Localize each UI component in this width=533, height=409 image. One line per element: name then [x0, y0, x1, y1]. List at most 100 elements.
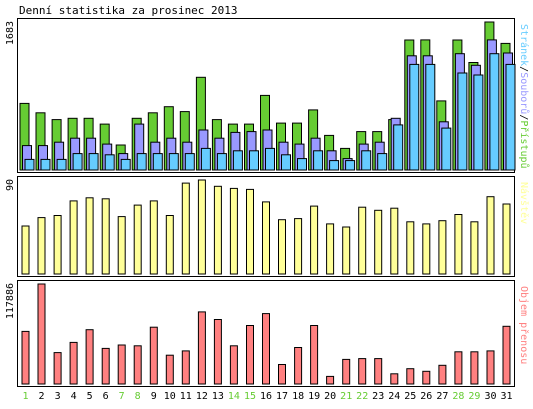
side-label-volume: Objem přenosu [518, 286, 530, 364]
bar-volume-29 [470, 351, 479, 385]
bar-visits-3 [53, 215, 62, 275]
bar-visits-18 [294, 218, 303, 275]
bar-volume-10 [165, 354, 174, 385]
bar-volume-7 [117, 344, 126, 385]
bar-pages-15 [249, 150, 259, 171]
bar-pages-29 [473, 74, 484, 171]
bar-volume-17 [278, 364, 286, 385]
side-label-hits-files-pages: Stránek/Souborů/Přístupů [518, 24, 530, 169]
x-tick-label-15: 15 [244, 391, 256, 402]
bar-visits-20 [326, 223, 335, 275]
bar-pages-13 [216, 153, 227, 171]
x-tick-label-21: 21 [340, 391, 352, 402]
bar-visits-19 [310, 205, 319, 275]
bar-volume-5 [85, 329, 94, 385]
x-tick-label-27: 27 [436, 391, 448, 402]
bar-pages-5 [88, 153, 99, 171]
bar-pages-23 [377, 153, 388, 171]
bar-visits-7 [117, 216, 126, 275]
bar-pages-20 [329, 160, 340, 171]
panel-frame-volume [17, 280, 515, 387]
side-label-part: Stránek [518, 24, 530, 66]
bar-pages-31 [505, 63, 516, 171]
bar-pages-25 [409, 63, 420, 171]
bar-volume-2 [37, 283, 46, 385]
x-tick-label-22: 22 [356, 391, 368, 402]
bar-volume-15 [246, 325, 254, 385]
bar-volume-27 [438, 364, 447, 385]
side-label-part: / [518, 66, 529, 72]
bar-visits-31 [502, 203, 511, 275]
bar-pages-3 [56, 158, 67, 171]
x-tick-label-4: 4 [71, 391, 77, 402]
bar-pages-12 [200, 147, 211, 171]
bar-pages-6 [104, 154, 115, 171]
bar-visits-4 [69, 200, 78, 275]
bar-volume-25 [406, 368, 415, 385]
bar-visits-2 [37, 217, 46, 275]
x-tick-label-17: 17 [276, 391, 288, 402]
bar-visits-16 [262, 201, 270, 275]
x-tick-label-16: 16 [260, 391, 272, 402]
bar-visits-11 [181, 182, 190, 275]
bar-volume-12 [197, 311, 206, 385]
x-tick-label-26: 26 [420, 391, 432, 402]
x-tick-label-19: 19 [308, 391, 320, 402]
bar-visits-10 [165, 215, 174, 275]
x-tick-label-13: 13 [212, 391, 224, 402]
x-tick-label-8: 8 [135, 391, 141, 402]
bar-pages-21 [345, 160, 356, 171]
ytick-label-volume: 117886 [5, 283, 16, 319]
x-tick-label-14: 14 [228, 391, 240, 402]
bar-pages-27 [441, 127, 452, 171]
bar-pages-26 [425, 63, 436, 171]
x-tick-label-29: 29 [468, 391, 480, 402]
bar-visits-29 [470, 221, 479, 275]
x-tick-label-11: 11 [180, 391, 192, 402]
x-tick-label-7: 7 [119, 391, 125, 402]
bar-visits-26 [422, 223, 431, 275]
bar-pages-16 [265, 147, 275, 171]
x-tick-label-20: 20 [324, 391, 336, 402]
chart-title: Denní statistika za prosinec 2013 [19, 4, 238, 17]
bar-volume-16 [262, 313, 270, 385]
bar-visits-27 [438, 220, 447, 275]
bar-pages-18 [297, 158, 307, 171]
bar-visits-9 [149, 200, 158, 275]
bar-pages-17 [281, 154, 291, 171]
x-tick-label-2: 2 [38, 391, 44, 402]
x-tick-label-5: 5 [87, 391, 93, 402]
x-tick-label-6: 6 [103, 391, 109, 402]
bar-volume-26 [422, 370, 431, 385]
bar-visits-17 [278, 219, 286, 275]
bar-visits-23 [374, 209, 383, 275]
x-tick-label-23: 23 [372, 391, 384, 402]
side-label-part: Přístupů [518, 120, 530, 168]
bar-volume-24 [390, 373, 399, 385]
bar-volume-4 [69, 341, 78, 385]
bar-volume-9 [149, 326, 158, 385]
bar-volume-20 [326, 375, 335, 385]
bar-volume-8 [133, 345, 142, 385]
bar-pages-10 [168, 153, 179, 171]
bar-visits-24 [390, 207, 399, 275]
x-tick-label-18: 18 [292, 391, 304, 402]
side-label-part: / [518, 114, 529, 120]
x-tick-label-10: 10 [164, 391, 176, 402]
bar-volume-28 [454, 351, 463, 385]
bar-visits-22 [358, 206, 367, 275]
bar-visits-30 [486, 196, 495, 275]
bar-visits-25 [406, 221, 415, 275]
bar-visits-13 [213, 185, 222, 275]
bar-pages-30 [489, 53, 500, 171]
bar-pages-14 [232, 150, 243, 171]
bar-volume-21 [342, 358, 351, 385]
bar-visits-28 [454, 214, 463, 275]
x-tick-label-25: 25 [404, 391, 416, 402]
bar-volume-11 [181, 350, 190, 385]
bar-pages-8 [136, 153, 147, 171]
panel-frame-visits [17, 176, 515, 277]
x-tick-label-30: 30 [484, 391, 496, 402]
bar-volume-31 [502, 325, 511, 385]
